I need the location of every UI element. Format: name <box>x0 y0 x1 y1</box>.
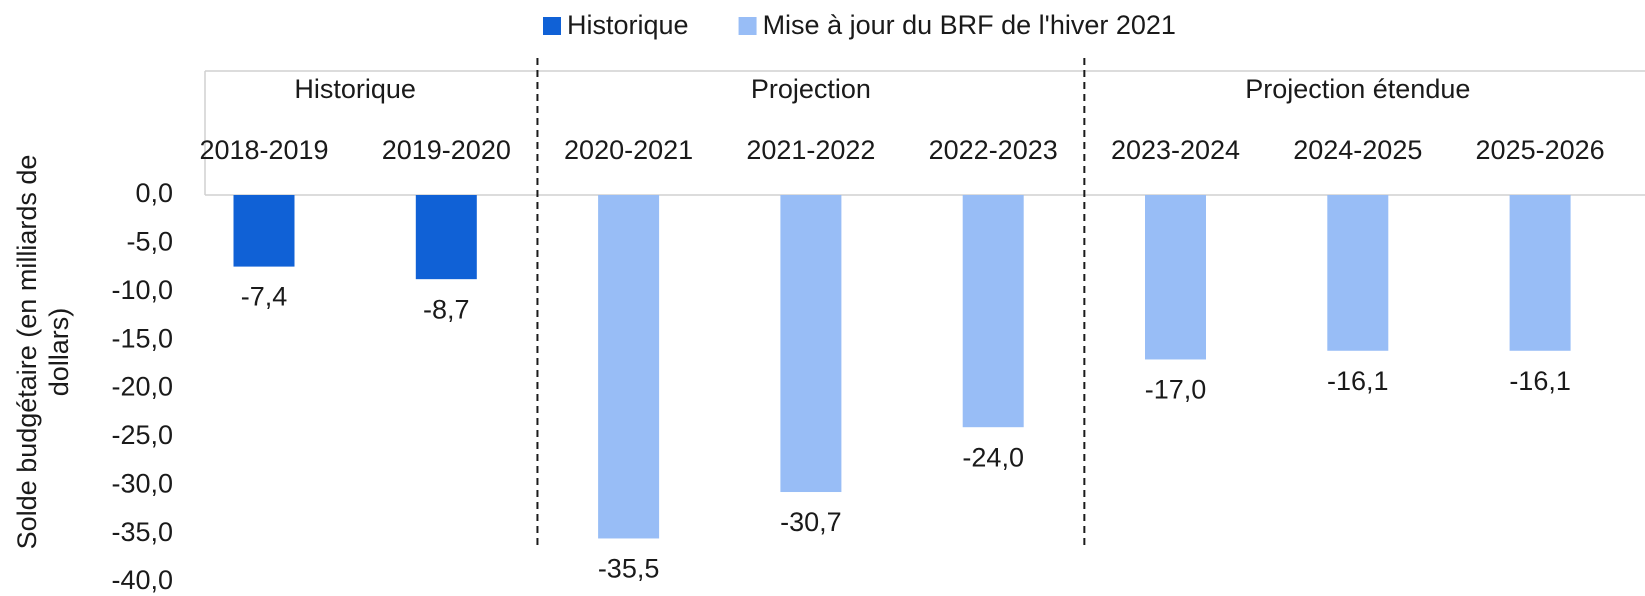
x-tick-label: 2023-2024 <box>1111 135 1240 165</box>
y-tick-label: -35,0 <box>111 517 173 547</box>
group-label: Projection <box>751 74 871 104</box>
bar <box>1509 195 1571 351</box>
group-label: Historique <box>294 74 416 104</box>
y-tick-label: -15,0 <box>111 323 173 353</box>
data-label: -8,7 <box>423 294 470 324</box>
data-label: -30,7 <box>780 507 842 537</box>
y-tick-label: -10,0 <box>111 275 173 305</box>
x-tick-label: 2021-2022 <box>746 135 875 165</box>
x-tick-label: 2018-2019 <box>199 135 328 165</box>
y-axis-title-line: dollars) <box>44 308 74 397</box>
bar <box>233 195 295 267</box>
data-label: -17,0 <box>1145 375 1207 405</box>
y-tick-label: -25,0 <box>111 420 173 450</box>
group-label: Projection étendue <box>1245 74 1470 104</box>
data-label: -16,1 <box>1327 366 1389 396</box>
y-tick-label: -40,0 <box>111 565 173 595</box>
y-axis-title-line: Solde budgétaire (en milliards de <box>12 155 42 550</box>
legend-label: Mise à jour du BRF de l'hiver 2021 <box>763 10 1176 40</box>
bar <box>598 195 660 539</box>
y-axis-title: Solde budgétaire (en milliards dedollars… <box>12 155 74 550</box>
x-tick-label: 2024-2025 <box>1293 135 1422 165</box>
y-tick-label: -5,0 <box>126 227 173 257</box>
data-label: -35,5 <box>598 554 660 584</box>
y-tick-label: -20,0 <box>111 372 173 402</box>
bar <box>1327 195 1389 351</box>
y-tick-label: -30,0 <box>111 468 173 498</box>
x-tick-label: 2025-2026 <box>1476 135 1605 165</box>
data-label: -7,4 <box>241 282 288 312</box>
y-tick-label: 0,0 <box>135 178 173 208</box>
x-tick-label: 2022-2023 <box>929 135 1058 165</box>
legend-swatch <box>738 17 757 35</box>
data-label: -24,0 <box>962 442 1024 472</box>
bar <box>962 195 1024 428</box>
bar <box>780 195 842 493</box>
x-tick-label: 2019-2020 <box>382 135 511 165</box>
x-tick-label: 2020-2021 <box>564 135 693 165</box>
bar <box>1145 195 1206 360</box>
data-label: -16,1 <box>1509 366 1571 396</box>
bar <box>415 195 477 280</box>
legend-label: Historique <box>567 10 689 40</box>
legend-swatch <box>543 17 561 35</box>
